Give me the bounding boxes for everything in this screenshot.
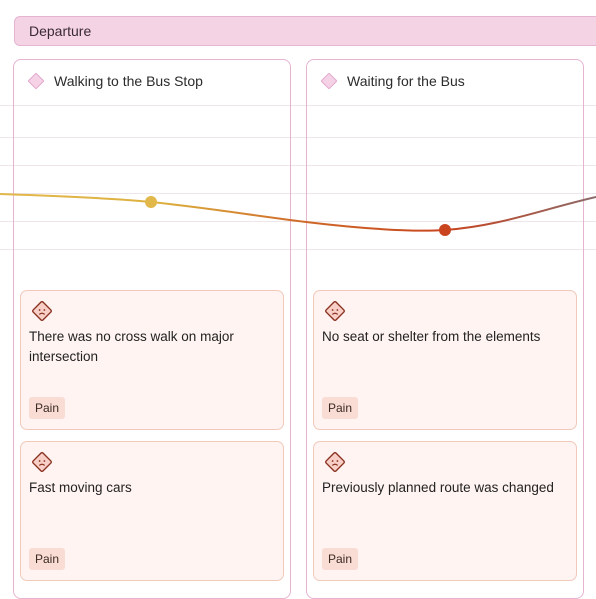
emotion-point[interactable] (145, 196, 157, 208)
step-title: Walking to the Bus Stop (54, 73, 203, 89)
step-header[interactable]: Walking to the Bus Stop (14, 60, 290, 102)
pain-tag: Pain (29, 548, 66, 570)
card-text: There was no cross walk on major interse… (29, 329, 234, 364)
card-text: Previously planned route was changed (322, 480, 554, 495)
grid-line (0, 105, 596, 106)
step-column: Waiting for the Bus No seat or shelter f… (306, 59, 584, 599)
pain-card[interactable]: There was no cross walk on major interse… (20, 290, 284, 430)
grid-line (0, 249, 596, 250)
pain-tag: Pain (322, 397, 359, 419)
grid-line (0, 165, 596, 166)
card-text: Fast moving cars (29, 480, 132, 495)
stage-label: Departure (29, 23, 92, 39)
pain-tag: Pain (29, 397, 66, 419)
grid-line (0, 193, 596, 194)
pain-tag: Pain (322, 548, 359, 570)
sad-face-icon (325, 301, 345, 321)
pain-card[interactable]: No seat or shelter from the elements Pai… (313, 290, 577, 430)
step-column: Walking to the Bus Stop There was no cro… (13, 59, 291, 599)
grid-line (0, 137, 596, 138)
sad-face-icon (325, 452, 345, 472)
sad-face-icon (32, 452, 52, 472)
pain-card[interactable]: Previously planned route was changed Pai… (313, 441, 577, 581)
emotion-line (0, 193, 596, 232)
step-title: Waiting for the Bus (347, 73, 465, 89)
stage-header[interactable]: Departure (14, 16, 596, 46)
emotion-point[interactable] (439, 224, 451, 236)
pain-card[interactable]: Fast moving cars Pain (20, 441, 284, 581)
step-header[interactable]: Waiting for the Bus (307, 60, 583, 102)
sad-face-icon (32, 301, 52, 321)
card-text: No seat or shelter from the elements (322, 329, 541, 344)
